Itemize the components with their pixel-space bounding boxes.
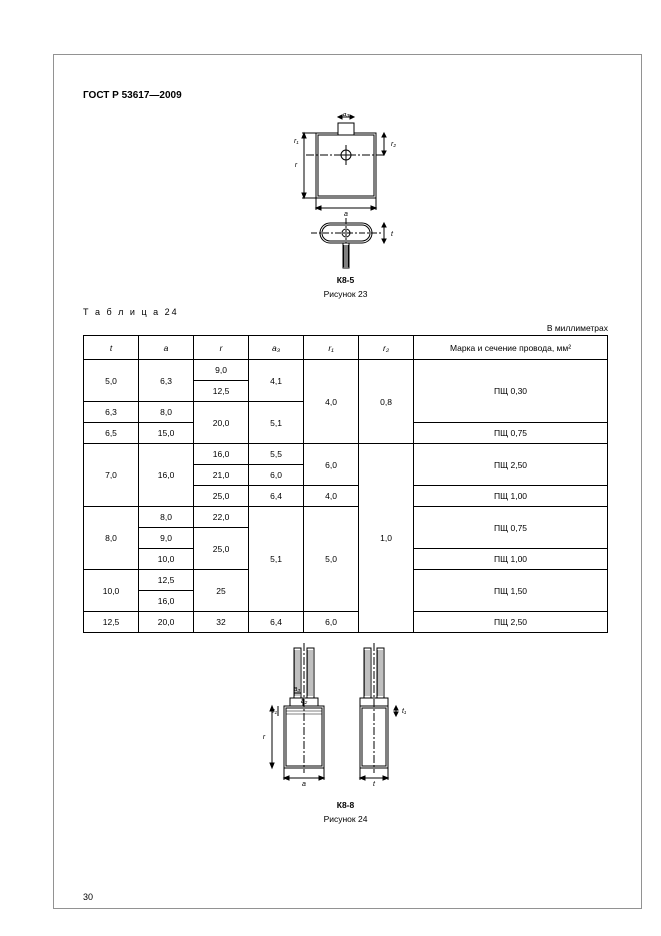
svg-text:a₂: a₂ (300, 698, 307, 705)
svg-text:r₂: r₂ (391, 141, 396, 148)
table-row: 7,0 16,0 16,0 5,5 6,0 1,0 ПЩ 2,50 (84, 444, 608, 465)
table-row: 5,0 6,3 9,0 4,1 4,0 0,8 ПЩ 0,30 (84, 360, 608, 381)
svg-text:t₁: t₁ (402, 708, 407, 715)
th-a3: a₃ (249, 336, 304, 360)
svg-text:r: r (262, 734, 265, 741)
data-table: t a r a₃ r₁ r₂ Марка и сечение провода, … (83, 335, 608, 633)
table-caption: Т а б л и ц а 24 (83, 307, 608, 317)
diagram-k8-5: a r a₃ r₂ r₁ t (276, 113, 416, 273)
doc-header: ГОСТ Р 53617—2009 (83, 90, 608, 101)
svg-text:r₁: r₁ (294, 138, 299, 145)
th-t: t (84, 336, 139, 360)
svg-text:a: a (302, 781, 306, 788)
figure-23-caption: Рисунок 23 (83, 289, 608, 299)
svg-text:a: a (344, 211, 348, 218)
svg-text:a₃: a₃ (293, 686, 300, 693)
th-r2: r₂ (359, 336, 414, 360)
th-a: a (139, 336, 194, 360)
th-brand: Марка и сечение провода, мм² (414, 336, 608, 360)
table-row: 12,5 20,0 32 6,4 6,0 ПЩ 2,50 (84, 612, 608, 633)
svg-text:r₁: r₁ (272, 708, 277, 715)
table-row: 8,0 8,0 22,0 5,1 5,0 ПЩ 0,75 (84, 507, 608, 528)
page-number: 30 (83, 892, 93, 902)
svg-text:a₃: a₃ (342, 113, 349, 118)
diagram-label-k8-5: К8-5 (83, 275, 608, 285)
svg-text:t: t (391, 231, 394, 238)
th-r1: r₁ (304, 336, 359, 360)
figure-24-caption: Рисунок 24 (83, 814, 608, 824)
diagram-label-k8-8: К8-8 (83, 800, 608, 810)
svg-text:r: r (294, 162, 297, 169)
svg-text:t: t (373, 781, 376, 788)
th-r: r (194, 336, 249, 360)
diagram-k8-8: a r r₁ a₃ a₂ t t₁ (246, 643, 446, 798)
figure-23: a r a₃ r₂ r₁ t К8-5 Рисунок (83, 113, 608, 299)
table-unit: В миллиметрах (83, 323, 608, 333)
figure-24: a r r₁ a₃ a₂ t t₁ К8-8 Рисунок 24 (83, 643, 608, 824)
